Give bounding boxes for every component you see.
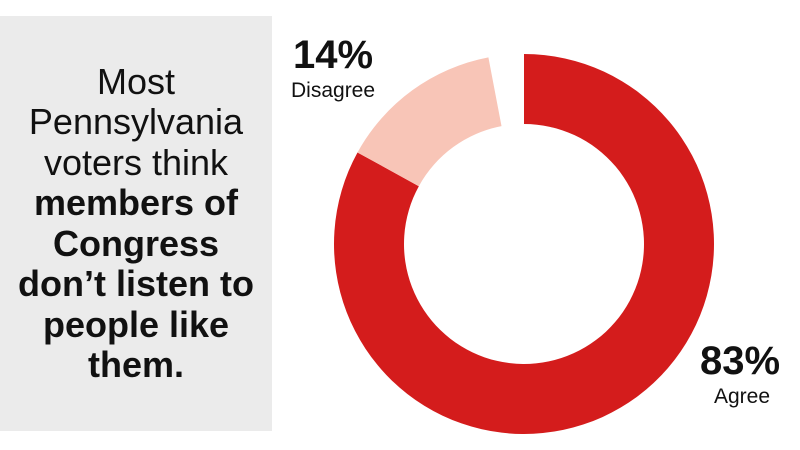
- donut-slice-agree: [334, 54, 714, 435]
- disagree-category-label: Disagree: [291, 79, 376, 102]
- headline: Most Pennsylvania voters think members o…: [6, 60, 266, 386]
- headline-emphasis: members of Congress don’t listen to peop…: [18, 182, 254, 385]
- donut-chart: [334, 54, 714, 435]
- donut-slice-disagree: [357, 57, 502, 187]
- disagree-percent-label: 14%: [293, 33, 374, 77]
- agree-category-label: Agree: [714, 385, 771, 408]
- headline-intro: Most Pennsylvania voters think: [28, 60, 244, 183]
- headline-panel: Most Pennsylvania voters think members o…: [0, 16, 272, 431]
- agree-percent-label: 83%: [700, 339, 781, 383]
